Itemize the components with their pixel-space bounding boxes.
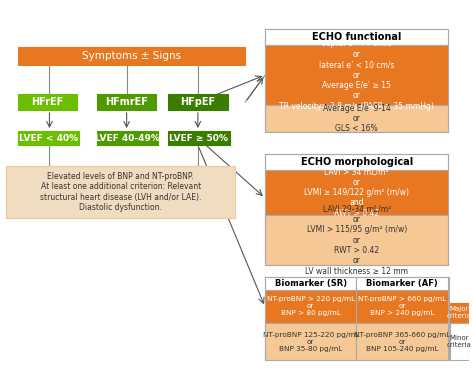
- FancyBboxPatch shape: [18, 131, 79, 145]
- FancyBboxPatch shape: [265, 277, 356, 290]
- Text: ECHO morphological: ECHO morphological: [301, 157, 413, 167]
- FancyBboxPatch shape: [450, 323, 469, 360]
- Text: NT-proBNP > 660 pg/mL
or
BNP > 240 pg/mL: NT-proBNP > 660 pg/mL or BNP > 240 pg/mL: [358, 296, 446, 316]
- Text: LVEF < 40%: LVEF < 40%: [19, 134, 78, 142]
- Bar: [265, 29, 448, 132]
- Text: LVEF 40-49%: LVEF 40-49%: [95, 134, 160, 142]
- FancyBboxPatch shape: [97, 131, 158, 145]
- Bar: [265, 154, 448, 265]
- Text: NT-proBNP 125-220 pg/mL
or
BNP 35-80 pg/mL: NT-proBNP 125-220 pg/mL or BNP 35-80 pg/…: [263, 332, 359, 351]
- Text: Major
criteria: Major criteria: [447, 306, 472, 320]
- Text: septal e’ < 7 cm/s
or
lateral e’ < 10 cm/s
or
Average E/e’ ≥ 15
or
TR velocity> : septal e’ < 7 cm/s or lateral e’ < 10 cm…: [279, 39, 434, 111]
- FancyBboxPatch shape: [265, 45, 448, 105]
- FancyBboxPatch shape: [265, 170, 448, 215]
- FancyBboxPatch shape: [356, 277, 448, 290]
- FancyBboxPatch shape: [265, 215, 448, 265]
- FancyBboxPatch shape: [265, 290, 356, 323]
- FancyBboxPatch shape: [168, 94, 228, 110]
- Text: LAVI 29-34 mL/m²
or
LVMI > 115/95 g/m² (m/w)
or
RWT > 0.42
or
LV wall thickness : LAVI 29-34 mL/m² or LVMI > 115/95 g/m² (…: [305, 204, 408, 276]
- Text: Average E/e’ 9-14
or
GLS < 16%: Average E/e’ 9-14 or GLS < 16%: [323, 104, 391, 134]
- FancyBboxPatch shape: [265, 154, 448, 170]
- FancyBboxPatch shape: [265, 323, 356, 360]
- Bar: [265, 277, 449, 360]
- Text: NT-proBNP > 220 pg/mL
or
BNP > 80 pg/mL: NT-proBNP > 220 pg/mL or BNP > 80 pg/mL: [266, 296, 355, 316]
- Text: LAVI > 34 mL/m²
or
LVMI ≥ 149/122 g/m² (m/w)
and
RWT > 0.42: LAVI > 34 mL/m² or LVMI ≥ 149/122 g/m² (…: [304, 167, 409, 218]
- FancyBboxPatch shape: [356, 323, 448, 360]
- FancyBboxPatch shape: [265, 105, 448, 132]
- FancyBboxPatch shape: [97, 94, 156, 110]
- Text: HFmrEF: HFmrEF: [105, 97, 148, 107]
- FancyBboxPatch shape: [265, 29, 448, 45]
- Text: Biomarker (SR): Biomarker (SR): [274, 279, 346, 288]
- Text: ECHO functional: ECHO functional: [312, 32, 401, 42]
- Text: Elevated levels of BNP and NT-proBNP.
At least one additional criterion: Relevan: Elevated levels of BNP and NT-proBNP. At…: [40, 172, 201, 212]
- Text: LVEF ≥ 50%: LVEF ≥ 50%: [169, 134, 228, 142]
- Text: HFrEF: HFrEF: [31, 97, 64, 107]
- FancyBboxPatch shape: [450, 303, 469, 323]
- Text: Minor
criteria: Minor criteria: [447, 335, 472, 348]
- Text: NT-proBNP 365-660 pg/mL
or
BNP 105-240 pg/mL: NT-proBNP 365-660 pg/mL or BNP 105-240 p…: [354, 332, 450, 351]
- FancyBboxPatch shape: [6, 166, 236, 218]
- Text: Biomarker (AF): Biomarker (AF): [366, 279, 438, 288]
- FancyBboxPatch shape: [18, 94, 77, 110]
- FancyBboxPatch shape: [356, 290, 448, 323]
- FancyBboxPatch shape: [18, 47, 246, 65]
- FancyBboxPatch shape: [168, 131, 229, 145]
- Text: Symptoms ± Signs: Symptoms ± Signs: [82, 51, 181, 61]
- Text: HFpEF: HFpEF: [180, 97, 215, 107]
